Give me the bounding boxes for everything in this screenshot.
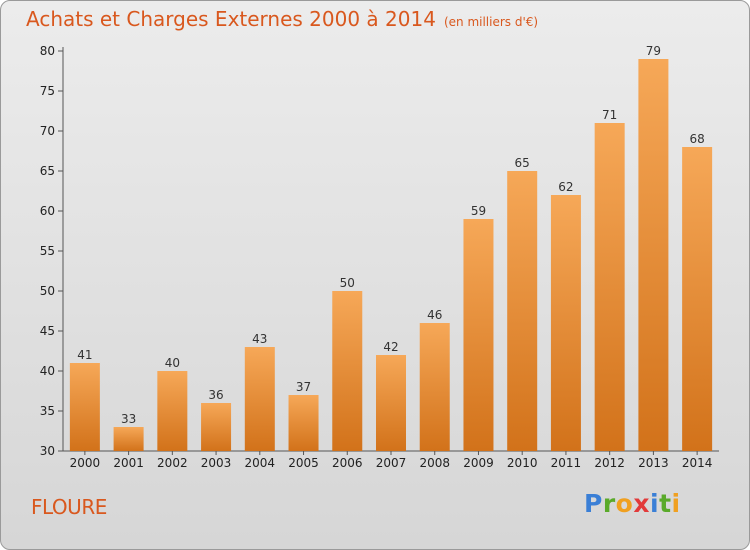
logo-letter: o — [615, 489, 634, 518]
data-label-2010: 65 — [515, 156, 530, 170]
logo-letter: i — [650, 489, 660, 518]
y-tick-label: 35 — [40, 404, 55, 418]
data-label-2000: 41 — [77, 348, 92, 362]
x-tick-label: 2002 — [157, 456, 188, 470]
data-label-2012: 71 — [602, 108, 617, 122]
x-tick-label: 2012 — [594, 456, 625, 470]
x-tick-label: 2001 — [113, 456, 144, 470]
bar-2013 — [638, 59, 669, 451]
data-label-2006: 50 — [340, 276, 355, 290]
bar-2003 — [201, 403, 232, 451]
bar-2010 — [507, 171, 538, 451]
bar-2007 — [376, 355, 406, 451]
data-label-2005: 37 — [296, 380, 311, 394]
x-tick-label: 2005 — [288, 456, 319, 470]
data-label-2013: 79 — [646, 44, 661, 58]
x-axis: 2000 2001 2002 2003 2004 2005 2006 2007 2008 2009… — [63, 450, 719, 470]
bar-2014 — [682, 147, 713, 451]
data-label-2009: 59 — [471, 204, 486, 218]
x-tick-label: 2013 — [638, 456, 669, 470]
chart-title-unit: (en milliers d'€) — [443, 15, 539, 29]
logo-letter: x — [633, 489, 650, 518]
y-tick-label: 60 — [40, 204, 55, 218]
x-tick-label: 2007 — [376, 456, 407, 470]
bar-2000 — [69, 363, 100, 451]
x-tick-label: 2008 — [419, 456, 450, 470]
logo-letter: r — [602, 489, 616, 518]
proxiti-logo[interactable]: Proxiti — [584, 489, 681, 518]
y-tick-label: 80 — [40, 44, 55, 58]
x-tick-label: 2011 — [551, 456, 582, 470]
logo-letter: i — [671, 489, 681, 518]
data-label-2014: 68 — [689, 132, 704, 146]
y-axis: 30 35 40 45 50 55 60 65 70 75 80 — [40, 44, 64, 458]
x-tick-label: 2004 — [245, 456, 276, 470]
y-tick-label: 30 — [40, 444, 55, 458]
bar-2006 — [332, 291, 363, 451]
x-tick-label: 2003 — [201, 456, 232, 470]
x-tick-label: 2014 — [682, 456, 713, 470]
logo-letter: P — [584, 489, 603, 518]
data-label-2007: 42 — [383, 340, 398, 354]
bar-2004 — [244, 347, 275, 451]
x-tick-label: 2000 — [70, 456, 101, 470]
data-label-2001: 33 — [121, 412, 136, 426]
bars — [69, 59, 713, 451]
data-label-2004: 43 — [252, 332, 267, 346]
bar-2012 — [594, 123, 625, 451]
data-label-2002: 40 — [165, 356, 180, 370]
chart-title: Achats et Charges Externes 2000 à 2014 (e… — [26, 7, 538, 31]
bar-2008 — [419, 323, 450, 451]
data-label-2011: 62 — [558, 180, 573, 194]
data-label-2008: 46 — [427, 308, 442, 322]
x-tick-label: 2006 — [332, 456, 363, 470]
y-tick-label: 75 — [40, 84, 55, 98]
logo-letter: t — [659, 489, 672, 518]
bar-2009 — [463, 219, 494, 451]
bar-2002 — [157, 371, 188, 451]
chart-title-main: Achats et Charges Externes 2000 à 2014 — [26, 7, 436, 31]
y-tick-label: 70 — [40, 124, 55, 138]
place-name: FLOURE — [31, 495, 107, 519]
x-tick-label: 2010 — [507, 456, 538, 470]
y-tick-label: 40 — [40, 364, 55, 378]
x-tick-label: 2009 — [463, 456, 494, 470]
bar-2011 — [550, 195, 581, 451]
data-labels: 41 33 40 36 43 37 50 42 46 59 65 62 71 79 68 — [77, 44, 705, 426]
y-tick-label: 55 — [40, 244, 55, 258]
y-tick-label: 65 — [40, 164, 55, 178]
bar-2005 — [288, 395, 319, 451]
data-label-2003: 36 — [208, 388, 223, 402]
y-tick-label: 45 — [40, 324, 55, 338]
bar-2001 — [113, 427, 144, 451]
y-tick-label: 50 — [40, 284, 55, 298]
